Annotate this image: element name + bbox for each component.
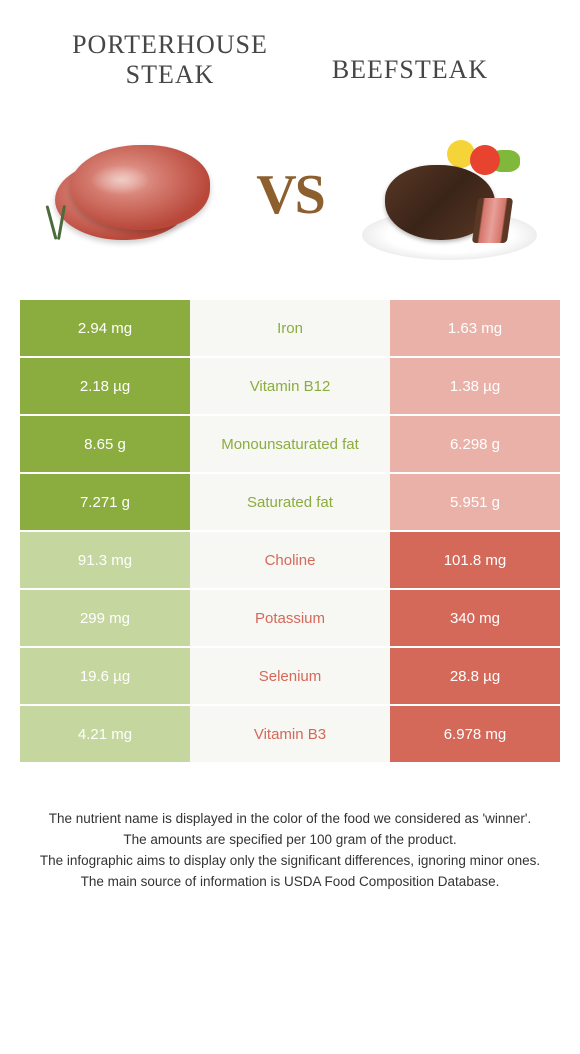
table-row: 19.6 µgSelenium28.8 µg [20,648,560,704]
left-value: 2.18 µg [20,358,190,414]
table-row: 8.65 gMonounsaturated fat6.298 g [20,416,560,472]
footer-line: The amounts are specified per 100 gram o… [25,830,555,851]
nutrient-name: Choline [190,532,390,588]
nutrient-name: Potassium [190,590,390,646]
comparison-table: 2.94 mgIron1.63 mg2.18 µgVitamin B121.38… [0,300,580,762]
hero-section: VS [0,100,580,300]
vs-label: VS [256,163,324,227]
left-value: 2.94 mg [20,300,190,356]
left-food-title: Porterhouse steak [50,30,290,90]
table-row: 91.3 mgCholine101.8 mg [20,532,560,588]
right-value: 6.298 g [390,416,560,472]
nutrient-name: Iron [190,300,390,356]
table-row: 4.21 mgVitamin B36.978 mg [20,706,560,762]
left-value: 4.21 mg [20,706,190,762]
right-value: 6.978 mg [390,706,560,762]
right-value: 1.38 µg [390,358,560,414]
nutrient-name: Vitamin B12 [190,358,390,414]
table-row: 2.18 µgVitamin B121.38 µg [20,358,560,414]
table-row: 299 mgPotassium340 mg [20,590,560,646]
footer-line: The main source of information is USDA F… [25,872,555,893]
right-value: 28.8 µg [390,648,560,704]
left-value: 91.3 mg [20,532,190,588]
right-value: 5.951 g [390,474,560,530]
right-value: 1.63 mg [390,300,560,356]
left-value: 19.6 µg [20,648,190,704]
footer-line: The nutrient name is displayed in the co… [25,809,555,830]
nutrient-name: Vitamin B3 [190,706,390,762]
table-row: 2.94 mgIron1.63 mg [20,300,560,356]
left-value: 8.65 g [20,416,190,472]
header: Porterhouse steak Beefsteak [0,0,580,100]
right-food-image [350,120,550,270]
footer-notes: The nutrient name is displayed in the co… [0,764,580,913]
left-value: 299 mg [20,590,190,646]
right-food-title: Beefsteak [290,55,530,85]
nutrient-name: Monounsaturated fat [190,416,390,472]
footer-line: The infographic aims to display only the… [25,851,555,872]
nutrient-name: Selenium [190,648,390,704]
right-value: 340 mg [390,590,560,646]
left-value: 7.271 g [20,474,190,530]
right-value: 101.8 mg [390,532,560,588]
left-food-image [30,120,230,270]
table-row: 7.271 gSaturated fat5.951 g [20,474,560,530]
nutrient-name: Saturated fat [190,474,390,530]
